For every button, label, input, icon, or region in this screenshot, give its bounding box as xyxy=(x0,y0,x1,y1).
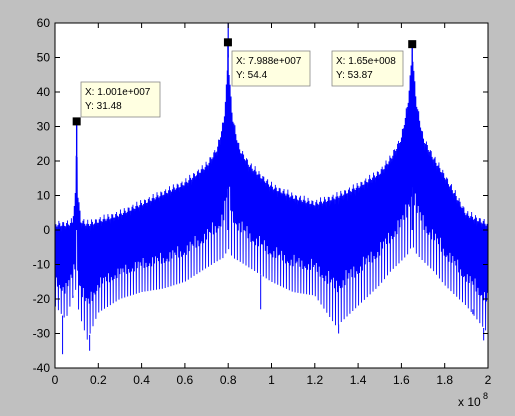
datatip-y-text: Y: 31.48 xyxy=(85,101,122,112)
x-tick-label: 0.2 xyxy=(90,373,107,387)
series-layer xyxy=(54,23,489,355)
datatip-marker[interactable] xyxy=(408,40,417,49)
y-tick-label: 60 xyxy=(37,16,51,30)
x-axis-exponent-label: x 10 xyxy=(458,395,481,409)
datatip-box xyxy=(80,81,161,118)
y-tick-label: -40 xyxy=(33,361,51,375)
datatip-box xyxy=(231,50,311,87)
y-tick-label: -30 xyxy=(33,327,51,341)
x-tick-label: 1.8 xyxy=(436,373,453,387)
datatip-marker[interactable] xyxy=(223,38,232,47)
datatip-1[interactable]: X: 1.001e+007 Y: 31.48 xyxy=(72,81,161,126)
datatips-layer: X: 1.001e+007 Y: 31.48 X: 7.988e+007 Y: 54.… xyxy=(72,38,417,126)
y-tick-label: 30 xyxy=(37,120,51,134)
y-tick-label: 10 xyxy=(37,189,51,203)
datatip-2[interactable]: X: 7.988e+007 Y: 54.4 xyxy=(223,38,311,87)
datatip-x-text: X: 1.001e+007 xyxy=(85,87,151,98)
datatip-marker[interactable] xyxy=(72,117,81,126)
y-tick-label: 20 xyxy=(37,154,51,168)
x-tick-label: 0.8 xyxy=(220,373,237,387)
x-tick-label: 1 xyxy=(268,373,275,387)
ticks-layer: 0 0.2 0.4 0.6 0.8 1 1.2 1.4 1.6 1.8 2 -40 -30 -20 -10 0… xyxy=(33,16,492,387)
x-tick-label: 1.6 xyxy=(393,373,410,387)
y-tick-label: 0 xyxy=(43,223,50,237)
x-tick-label: 1.4 xyxy=(350,373,367,387)
y-tick-label: 50 xyxy=(37,51,51,65)
y-tick-label: 40 xyxy=(37,85,51,99)
datatip-y-text: Y: 53.87 xyxy=(336,70,373,81)
y-tick-label: -10 xyxy=(33,258,51,272)
x-tick-label: 0.4 xyxy=(133,373,150,387)
series-line xyxy=(54,54,489,340)
x-tick-label: 0.6 xyxy=(177,373,194,387)
x-tick-label: 1.2 xyxy=(306,373,323,387)
datatip-x-text: X: 7.988e+007 xyxy=(236,56,302,67)
datatip-x-text: X: 1.65e+008 xyxy=(336,56,396,67)
x-tick-label: 2 xyxy=(485,373,492,387)
datatip-box xyxy=(331,50,404,87)
y-tick-label: -20 xyxy=(33,292,51,306)
datatip-3[interactable]: X: 1.65e+008 Y: 53.87 xyxy=(331,40,417,87)
x-axis-exponent-power: 8 xyxy=(483,391,488,401)
datatip-y-text: Y: 54.4 xyxy=(236,70,268,81)
x-tick-label: 0 xyxy=(52,373,59,387)
